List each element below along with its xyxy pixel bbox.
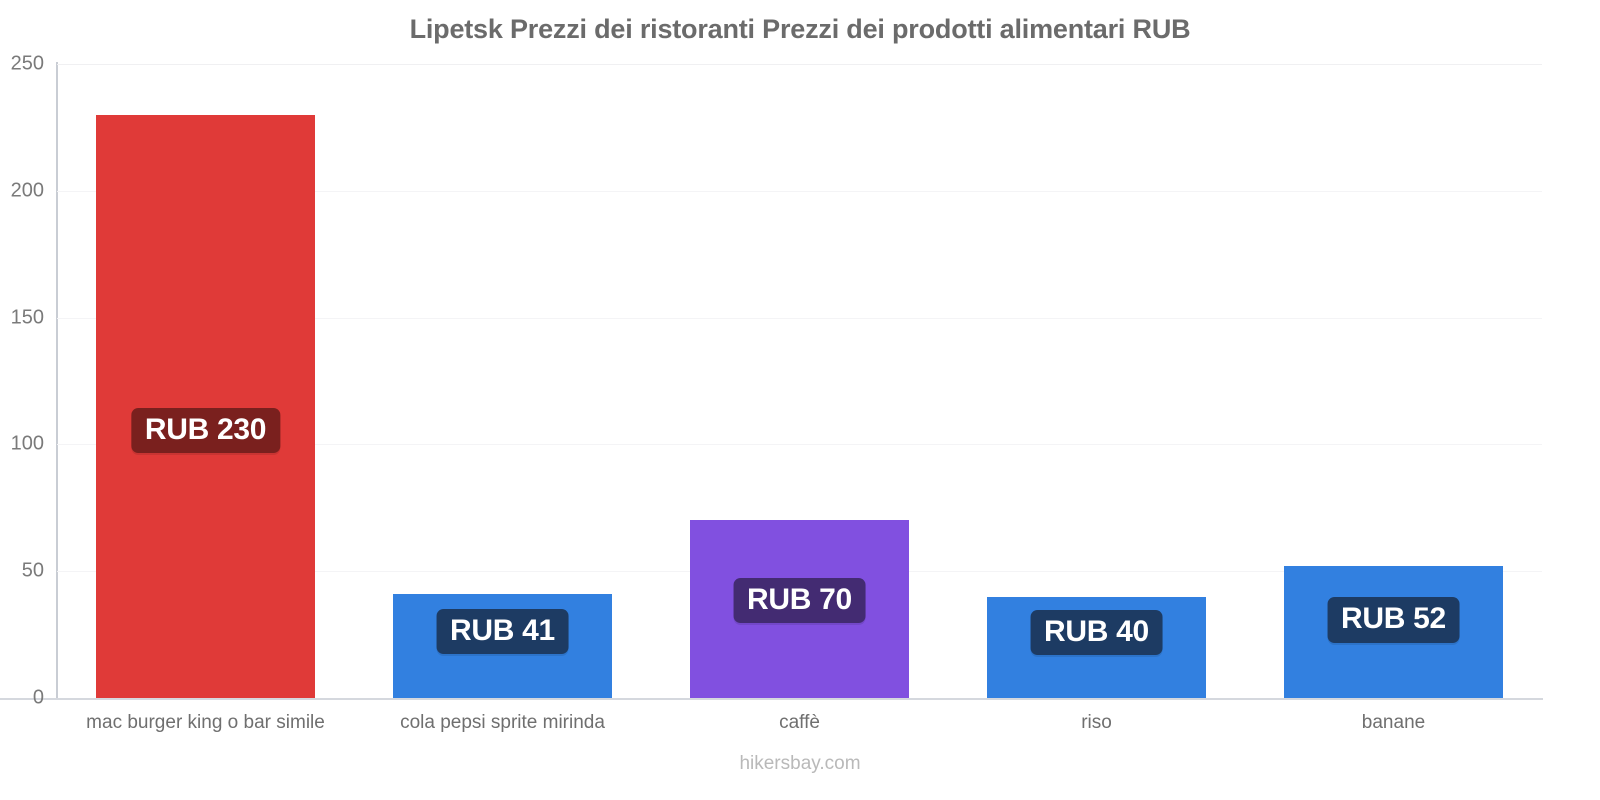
bar[interactable]: RUB 230 — [96, 114, 315, 698]
bar-value-label: RUB 230 — [130, 407, 281, 454]
gridline — [57, 64, 1542, 65]
bar[interactable]: RUB 70 — [690, 520, 909, 698]
bar[interactable]: RUB 40 — [987, 596, 1206, 698]
y-axis-line — [56, 62, 58, 700]
gridline — [57, 444, 1542, 446]
y-axis-tick-label: 250 — [10, 52, 44, 75]
x-axis-tick-label: cola pepsi sprite mirinda — [400, 712, 605, 733]
x-axis-tick-label: riso — [1081, 712, 1112, 733]
gridline — [57, 317, 1542, 319]
bar-value-label: RUB 70 — [733, 577, 866, 624]
x-axis-line — [0, 698, 1543, 700]
y-axis-tick-label: 150 — [10, 306, 44, 329]
x-axis-tick-label: caffè — [779, 712, 820, 733]
y-axis-tick-label: 100 — [10, 432, 44, 455]
y-axis-tick-label: 200 — [10, 179, 44, 202]
y-axis-tick-label: 50 — [21, 559, 44, 582]
bar[interactable]: RUB 52 — [1284, 566, 1503, 698]
x-axis-tick-label: banane — [1361, 712, 1426, 733]
x-axis-tick-labels: mac burger king o bar simile cola pepsi s… — [57, 712, 1542, 742]
plot-area: RUB 230 RUB 41 RUB 70 RUB 40 RUB 52 — [57, 64, 1542, 698]
bar-value-label: RUB 52 — [1327, 597, 1460, 643]
x-axis-tick-label: mac burger king o bar simile — [86, 712, 325, 733]
y-axis-tick-labels: 0 50 100 150 200 250 — [0, 53, 44, 709]
bar-value-label: RUB 40 — [1030, 609, 1163, 656]
y-axis-tick-label: 0 — [32, 686, 44, 709]
source-watermark: hikersbay.com — [739, 753, 861, 774]
gridline — [57, 190, 1542, 192]
bar[interactable]: RUB 41 — [393, 594, 612, 698]
bar-value-label: RUB 41 — [436, 608, 569, 655]
chart-title: Lipetsk Prezzi dei ristoranti Prezzi dei… — [409, 14, 1191, 44]
